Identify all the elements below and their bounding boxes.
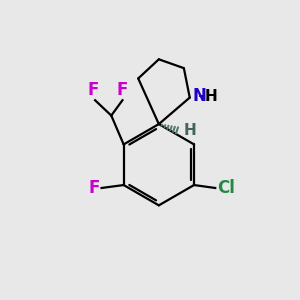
Text: Cl: Cl — [217, 179, 235, 197]
Text: F: F — [88, 179, 100, 197]
Text: F: F — [117, 81, 128, 99]
Text: H: H — [205, 89, 217, 104]
Text: H: H — [184, 123, 196, 138]
Text: N: N — [192, 87, 206, 105]
Text: F: F — [88, 81, 99, 99]
